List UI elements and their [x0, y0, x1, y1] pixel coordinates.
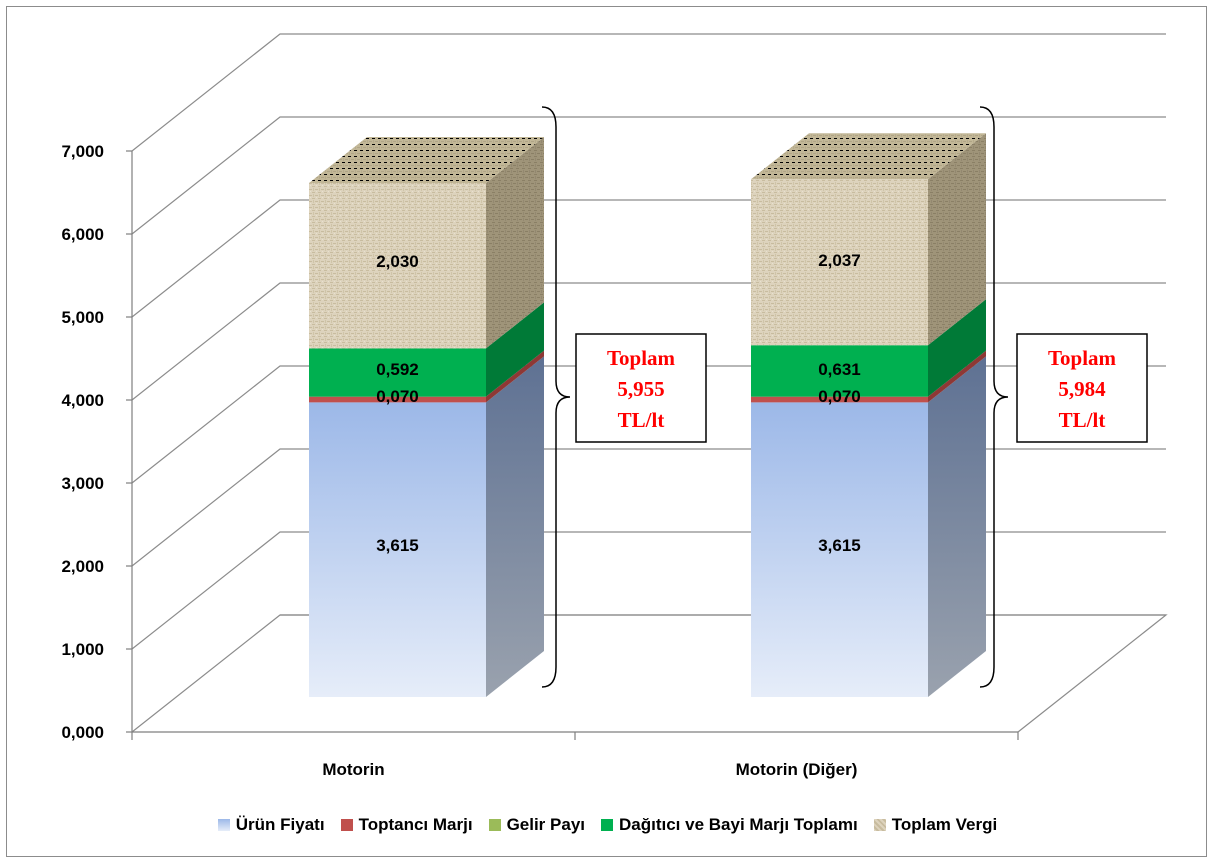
total-annotation-line: Toplam — [1048, 346, 1117, 370]
legend-swatch — [601, 819, 613, 831]
bar-side — [486, 136, 544, 349]
y-tick-label: 6,000 — [61, 225, 104, 244]
data-label: 0,070 — [818, 387, 861, 406]
y-tick-label: 7,000 — [61, 142, 104, 161]
legend-label: Gelir Payı — [506, 815, 585, 834]
bar-segment — [751, 345, 928, 397]
data-label: 3,615 — [818, 536, 861, 555]
total-box — [1016, 333, 1148, 443]
floor-edge — [280, 614, 1168, 733]
gridline — [131, 33, 1166, 152]
total-annotation-line: TL/lt — [1059, 408, 1106, 432]
data-label: 3,615 — [376, 536, 419, 555]
brace — [541, 106, 571, 688]
bar-side — [486, 350, 544, 403]
y-tick-label: 2,000 — [61, 557, 104, 576]
bar-segment — [309, 402, 486, 697]
bar-segment — [751, 402, 928, 697]
legend-item: Dağıtıcı ve Bayi Marjı Toplamı — [601, 815, 858, 835]
legend-item: Toplam Vergi — [873, 815, 998, 835]
gridline — [131, 531, 1166, 650]
legend-item: Ürün Fiyatı — [217, 815, 325, 835]
gridline — [131, 116, 1166, 235]
bar-segment — [309, 182, 486, 349]
y-tick-label: 0,000 — [61, 723, 104, 742]
y-tick-label: 1,000 — [61, 640, 104, 659]
brace — [979, 106, 1009, 688]
bar-side — [486, 302, 544, 397]
x-tick-label: Motorin — [322, 760, 384, 779]
legend-item: Gelir Payı — [488, 815, 585, 835]
legend-swatch — [340, 819, 353, 831]
legend-label: Ürün Fiyatı — [235, 815, 325, 834]
y-tick-label: 4,000 — [61, 391, 104, 410]
y-tick-label: 3,000 — [61, 474, 104, 493]
data-label: 2,030 — [376, 252, 419, 271]
gridline — [131, 199, 1166, 318]
total-annotations: Toplam 5,955 TL/lt Toplam 5,984 TL/lt — [541, 106, 1148, 688]
bar-side — [928, 356, 986, 697]
data-label: 0,631 — [818, 360, 861, 379]
bar-top — [751, 133, 986, 180]
bar-side — [928, 299, 986, 397]
legend-label: Toplam Vergi — [891, 815, 998, 834]
legend-swatch — [217, 819, 230, 831]
total-annotation-line: 5,984 — [1058, 377, 1106, 401]
bar-side — [486, 356, 544, 697]
legend-swatch — [488, 819, 501, 831]
axes: 0,000 1,000 2,000 3,000 4,000 5,000 6,000 7,000… — [61, 142, 1019, 779]
legend-label: Dağıtıcı ve Bayi Marjı Toplamı — [619, 815, 858, 834]
legend-item: Toptancı Marjı — [340, 815, 473, 835]
bar-segment — [751, 396, 928, 403]
bar-segment — [309, 396, 486, 403]
data-labels: 3,615 0,070 0,592 2,030 3,615 0,070 0,631 2,037 — [376, 251, 861, 555]
data-label: 2,037 — [818, 251, 861, 270]
total-annotation-line: 5,955 — [617, 377, 664, 401]
gridline — [131, 448, 1166, 567]
bar-side — [928, 133, 986, 346]
legend-label: Toptancı Marjı — [358, 815, 473, 834]
chart-frame — [6, 6, 1207, 857]
bars — [309, 133, 986, 697]
bar-segment — [751, 179, 928, 346]
gridline — [131, 614, 1166, 733]
bar-top — [309, 136, 544, 183]
legend-swatch — [873, 819, 886, 831]
legend: Ürün Fiyatı Toptancı Marjı Gelir Payı Dağıt… — [0, 815, 1215, 835]
x-tick-label: Motorin (Diğer) — [736, 760, 858, 779]
total-annotation-line: Toplam — [607, 346, 676, 370]
data-label: 0,070 — [376, 387, 419, 406]
bar-segment — [309, 348, 486, 397]
total-box — [575, 333, 707, 443]
total-annotation-line: TL/lt — [618, 408, 665, 432]
bar-side — [928, 350, 986, 403]
y-tick-label: 5,000 — [61, 308, 104, 327]
data-label: 0,592 — [376, 360, 419, 379]
